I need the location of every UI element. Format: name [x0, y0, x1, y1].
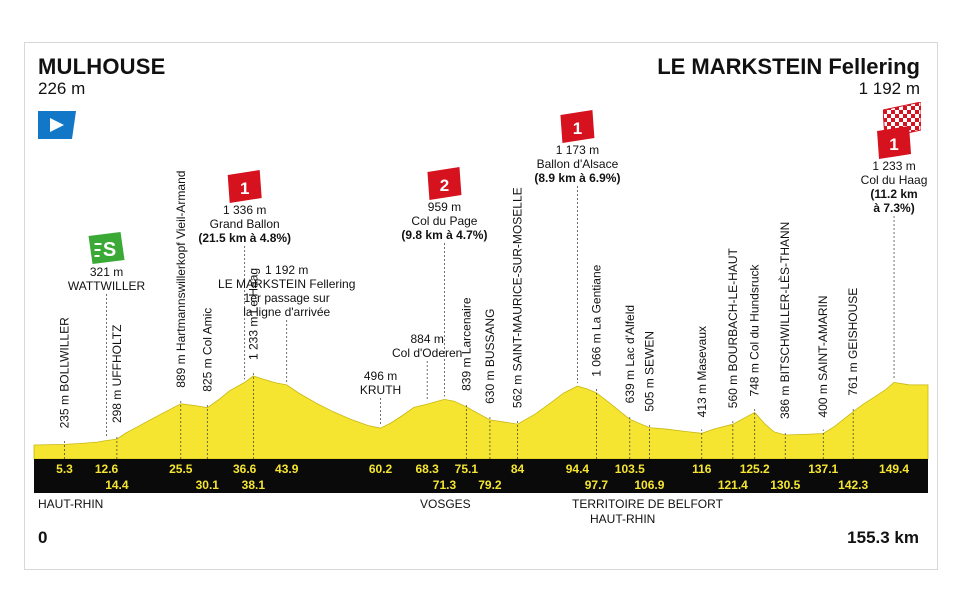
- annotation-line: KRUTH: [360, 383, 401, 397]
- start-altitude: 226 m: [38, 79, 86, 98]
- waypoint-label: 562 m SAINT-MAURICE-SUR-MOSELLE: [511, 187, 525, 408]
- annotation-line: Col d'Oderen: [392, 346, 462, 360]
- annotation-line: 1 173 m: [556, 143, 599, 157]
- distance-tick-label: 137.1: [808, 462, 838, 476]
- region-label: VOSGES: [420, 497, 471, 511]
- climb-badge-shape: [877, 126, 912, 159]
- distance-tick-label: 97.7: [585, 478, 609, 492]
- distance-tick-label: 125.2: [740, 462, 770, 476]
- annotation-line: Col du Page: [411, 214, 477, 228]
- annotation-line: 496 m: [364, 369, 397, 383]
- distance-tick-label: 103.5: [615, 462, 645, 476]
- waypoint-label: 639 m Lac d'Alfeld: [623, 305, 637, 403]
- waypoint-label: 400 m SAINT-AMARIN: [816, 295, 830, 417]
- waypoint-label: 889 m Hartmannswillerkopf Vieil-Armand: [174, 171, 188, 388]
- finish-town: LE MARKSTEIN Fellering: [657, 54, 920, 79]
- sprint-badge-glyph: S: [103, 239, 116, 261]
- annotation-line: à 7.3%): [873, 201, 914, 215]
- waypoint-label: 839 m Larcenaire: [459, 297, 473, 391]
- distance-tick-label: 116: [692, 462, 712, 476]
- waypoint-label: 235 m BOLLWILLER: [58, 317, 72, 428]
- profile-area: [33, 375, 929, 460]
- annotation-line: (21.5 km à 4.8%): [198, 231, 291, 245]
- distance-tick-label: 79.2: [478, 478, 502, 492]
- annotation-line: 1 192 m: [265, 263, 308, 277]
- profile-frame: [24, 42, 938, 570]
- region-label: HAUT-RHIN: [38, 497, 104, 511]
- distance-tick-label: 30.1: [196, 478, 220, 492]
- distance-tick-label: 60.2: [369, 462, 393, 476]
- annotation-line: 1er passage sur: [244, 291, 330, 305]
- waypoint-label: 748 m Col du Hundsruck: [748, 263, 762, 396]
- waypoint-label: 630 m BUSSANG: [483, 308, 497, 403]
- waypoint-label: 825 m Col Amic: [200, 308, 214, 392]
- start-distance: 0: [38, 528, 48, 547]
- waypoint-label: 413 m Masevaux: [695, 326, 709, 417]
- distance-tick-label: 84: [511, 462, 525, 476]
- climb-badge-number: 1: [240, 179, 249, 198]
- distance-tick-label: 12.6: [95, 462, 119, 476]
- waypoint-label: 1 233 m Le Haag: [246, 268, 260, 360]
- climb-category-badge: 1: [227, 170, 262, 203]
- climb-category-badge: 1: [877, 126, 912, 159]
- distance-tick-label: 94.4: [566, 462, 590, 476]
- annotation-line: 1 336 m: [223, 203, 266, 217]
- annotation-line: 884 m: [410, 332, 443, 346]
- annotation-line: (11.2 km: [870, 187, 917, 201]
- waypoint-label: 1 066 m La Gentiane: [589, 264, 603, 376]
- start-flag-icon: [38, 111, 76, 139]
- annotation-line: LE MARKSTEIN Fellering: [218, 277, 355, 291]
- distance-band: [34, 459, 928, 493]
- annotation-line: la ligne d'arrivée: [243, 305, 330, 319]
- waypoint-label: 386 m BITSCHWILLER-LÈS-THANN: [777, 222, 792, 419]
- waypoint-label: 505 m SEWEN: [642, 331, 656, 412]
- distance-tick-label: 71.3: [433, 478, 457, 492]
- distance-tick-label: 43.9: [275, 462, 299, 476]
- waypoint-label: 761 m GEISHOUSE: [846, 288, 860, 396]
- waypoint-label: 298 m UFFHOLTZ: [110, 325, 124, 423]
- distance-tick-label: 68.3: [415, 462, 439, 476]
- distance-tick-label: 106.9: [634, 478, 664, 492]
- distance-tick-label: 75.1: [455, 462, 479, 476]
- distance-tick-label: 38.1: [242, 478, 266, 492]
- annotation-line: 321 m: [90, 265, 123, 279]
- distance-tick-label: 149.4: [879, 462, 909, 476]
- finish-altitude: 1 192 m: [858, 79, 920, 98]
- distance-tick-label: 121.4: [718, 478, 748, 492]
- distance-tick-label: 25.5: [169, 462, 193, 476]
- distance-tick-label: 142.3: [838, 478, 868, 492]
- climb-badge-number: 2: [440, 176, 449, 195]
- annotation-line: (8.9 km à 6.9%): [534, 171, 620, 185]
- start-town: MULHOUSE: [38, 54, 166, 79]
- climb-badge-shape: [427, 167, 462, 200]
- climb-category-badge: 1: [560, 110, 595, 143]
- distance-tick-label: 5.3: [56, 462, 73, 476]
- annotation-line: WATTWILLER: [68, 279, 146, 293]
- distance-tick-label: 130.5: [770, 478, 800, 492]
- region-label: TERRITOIRE DE BELFORT: [572, 497, 723, 511]
- annotation-line: 959 m: [428, 200, 461, 214]
- climb-badge-number: 1: [889, 135, 898, 154]
- distance-tick-label: 14.4: [105, 478, 129, 492]
- annotation-line: 1 233 m: [872, 159, 915, 173]
- annotation-line: Ballon d'Alsace: [537, 157, 619, 171]
- climb-badge-shape: [227, 170, 262, 203]
- region-label: HAUT-RHIN: [590, 512, 656, 526]
- annotation-line: Col du Haag: [861, 173, 928, 187]
- waypoint-label: 560 m BOURBACH-LE-HAUT: [726, 248, 740, 409]
- total-distance: 155.3 km: [847, 528, 919, 547]
- climb-category-badge: 2: [427, 167, 462, 200]
- annotation-line: Grand Ballon: [210, 217, 280, 231]
- sprint-badge-icon: S: [88, 232, 125, 264]
- distance-tick-label: 36.6: [233, 462, 257, 476]
- annotation-line: (9.8 km à 4.7%): [401, 228, 487, 242]
- climb-badge-number: 1: [573, 119, 582, 138]
- climb-badge-shape: [560, 110, 595, 143]
